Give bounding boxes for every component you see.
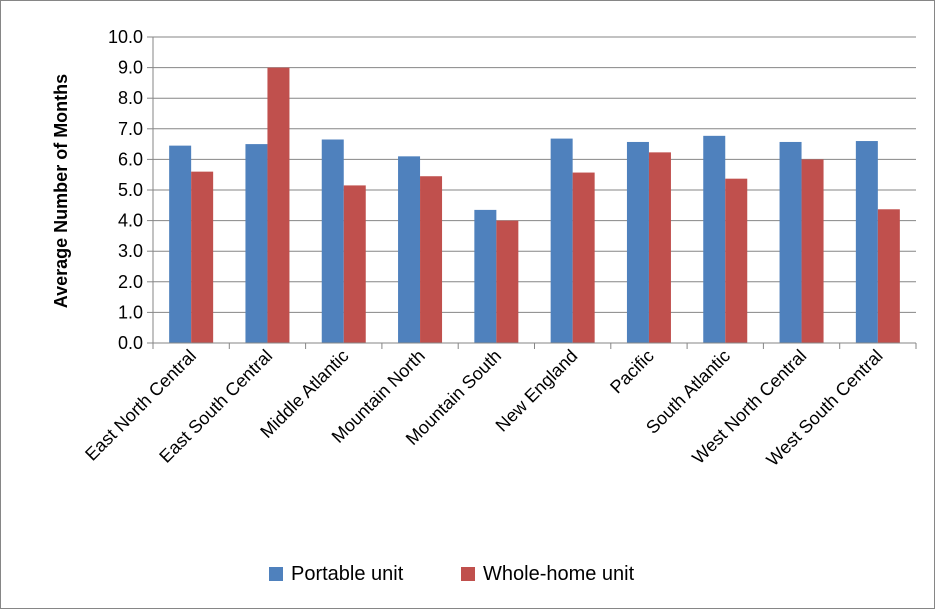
- y-tick-label: 2.0: [118, 272, 143, 292]
- y-tick-label: 5.0: [118, 180, 143, 200]
- y-tick-label: 1.0: [118, 302, 143, 322]
- bar-whole-home-unit: [496, 220, 519, 343]
- bar-portable-unit: [245, 144, 268, 343]
- bar-portable-unit: [626, 141, 649, 343]
- bar-portable-unit: [703, 135, 726, 343]
- bar-whole-home-unit: [877, 209, 900, 343]
- bar-portable-unit: [474, 209, 497, 343]
- bar-whole-home-unit: [420, 176, 443, 343]
- y-tick-label: 7.0: [118, 119, 143, 139]
- y-axis-title: Average Number of Months: [51, 74, 71, 308]
- bars: [169, 67, 900, 343]
- y-tick-label: 8.0: [118, 88, 143, 108]
- axes: [147, 36, 917, 349]
- bar-whole-home-unit: [343, 185, 366, 343]
- legend: Portable unit Whole-home unit: [269, 563, 635, 585]
- bar-whole-home-unit: [267, 67, 290, 343]
- legend-label: Portable unit: [291, 563, 404, 585]
- y-tick-label: 9.0: [118, 58, 143, 78]
- bar-whole-home-unit: [648, 152, 671, 343]
- bar-whole-home-unit: [572, 172, 595, 343]
- bar-portable-unit: [550, 138, 573, 343]
- legend-swatch: [461, 567, 475, 581]
- bar-whole-home-unit: [725, 178, 748, 343]
- bar-portable-unit: [855, 141, 878, 343]
- bar-portable-unit: [321, 139, 344, 343]
- legend-swatch: [269, 567, 283, 581]
- bar-portable-unit: [779, 141, 802, 343]
- y-tick-label: 10.0: [108, 27, 143, 47]
- x-tick-label: New England: [492, 346, 582, 436]
- y-tick-label: 6.0: [118, 149, 143, 169]
- bar-portable-unit: [169, 145, 192, 343]
- y-tick-labels: 0.0 1.0 2.0 3.0 4.0 5.0 6.0 7.0 8.0 9.0 10.0: [108, 27, 143, 353]
- bar-whole-home-unit: [191, 171, 214, 343]
- y-tick-label: 3.0: [118, 241, 143, 261]
- y-tick-label: 4.0: [118, 211, 143, 231]
- bar-portable-unit: [398, 156, 421, 343]
- bar-whole-home-unit: [801, 159, 824, 343]
- y-tick-label: 0.0: [118, 333, 143, 353]
- legend-label: Whole-home unit: [483, 563, 635, 585]
- x-tick-label: Pacific: [606, 346, 658, 398]
